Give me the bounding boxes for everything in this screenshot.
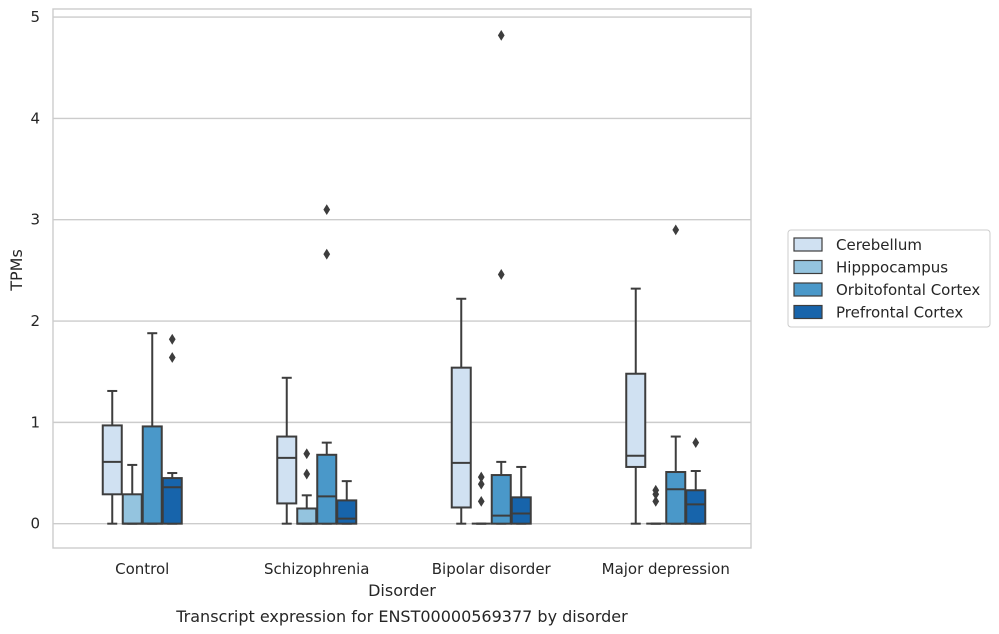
box-prefrontal-cortex	[685, 437, 707, 525]
box-hipppocampus	[646, 484, 666, 525]
box-hipppocampus	[296, 448, 318, 525]
outlier-point	[692, 437, 700, 449]
legend-swatch	[793, 304, 823, 320]
box-body	[336, 499, 358, 525]
outlier-point	[168, 333, 176, 345]
plot-frame	[52, 8, 752, 549]
legend-swatch	[793, 259, 823, 275]
box-prefrontal-cortex	[510, 465, 532, 525]
box-cerebellum	[101, 389, 123, 525]
box-body	[510, 496, 532, 525]
outlier-point	[497, 269, 505, 280]
y-tick-label: 2	[30, 312, 40, 330]
box-hipppocampus	[121, 463, 143, 525]
box-body	[685, 489, 707, 525]
y-tick-label: 5	[30, 8, 40, 26]
y-axis-label: TPMs	[7, 249, 26, 292]
box-body	[450, 366, 472, 509]
x-tick-label: Schizophrenia	[264, 560, 369, 578]
outlier-point	[477, 471, 485, 483]
legend-swatch	[793, 282, 823, 297]
boxes	[101, 29, 707, 525]
legend-label: Orbitofontal Cortex	[836, 281, 980, 299]
outlier-point	[168, 352, 176, 363]
outlier-point	[497, 29, 505, 41]
x-tick-label: Major depression	[602, 560, 730, 578]
box-body	[625, 372, 647, 468]
box-body	[316, 453, 338, 525]
x-tick-labels: Control Schizophrenia Bipolar disorder Majo…	[115, 560, 730, 578]
legend-label: Cerebellum	[836, 236, 922, 254]
box-orbitofontal-cortex	[316, 204, 338, 525]
box-body	[141, 425, 163, 525]
box-prefrontal-cortex	[161, 333, 183, 525]
y-tick-label: 4	[30, 109, 40, 127]
box-orbitofontal-cortex	[490, 29, 512, 525]
legend-frame	[787, 229, 991, 328]
legend-swatch	[793, 237, 823, 252]
box-body	[665, 471, 687, 525]
box-body	[276, 435, 298, 505]
y-tick-label: 1	[30, 413, 40, 431]
outlier-point	[303, 468, 311, 480]
box-cerebellum	[625, 287, 647, 525]
outlier-point	[323, 204, 331, 216]
box-orbitofontal-cortex	[141, 332, 163, 525]
box-prefrontal-cortex	[336, 480, 358, 525]
outlier-point	[303, 448, 311, 460]
outlier-point	[477, 478, 485, 490]
y-tick-labels: 0 1 2 3 4 5	[30, 8, 40, 533]
box-cerebellum	[450, 297, 472, 525]
x-tick-label: Control	[115, 560, 169, 578]
y-tick-label: 0	[30, 515, 40, 533]
outlier-point	[672, 224, 680, 236]
legend-label: Hipppocampus	[836, 259, 948, 277]
legend: Cerebellum Hipppocampus Orbitofontal Corte…	[787, 229, 991, 328]
box-hipppocampus	[471, 471, 491, 525]
outlier-point	[652, 495, 660, 507]
outlier-point	[652, 484, 660, 496]
box-cerebellum	[276, 376, 298, 525]
box-body	[161, 477, 183, 525]
chart-caption: Transcript expression for ENST0000056937…	[175, 607, 628, 626]
outlier-point	[323, 248, 331, 260]
legend-label: Prefrontal Cortex	[836, 304, 963, 322]
x-tick-label: Bipolar disorder	[432, 560, 552, 578]
x-axis-label: Disorder	[368, 581, 436, 600]
outlier-point	[477, 495, 485, 507]
box-body	[296, 507, 318, 525]
box-body	[101, 424, 123, 496]
box-body	[121, 493, 143, 525]
y-tick-label: 3	[30, 211, 40, 229]
